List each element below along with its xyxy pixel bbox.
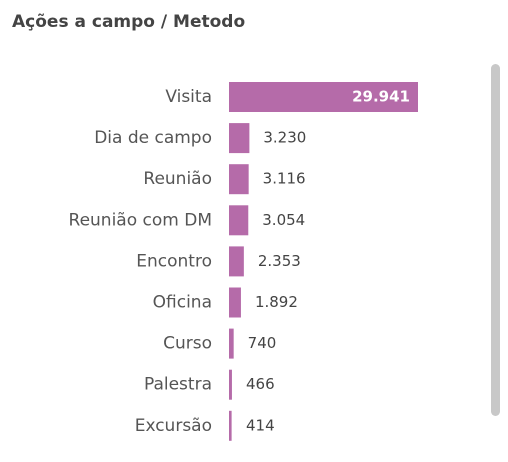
bar <box>229 287 241 318</box>
value-label: 3.230 <box>263 129 306 147</box>
value-label: 3.116 <box>263 170 306 188</box>
category-label: Excursão <box>135 416 212 436</box>
bar <box>229 369 232 400</box>
category-label: Visita <box>165 87 212 107</box>
bar <box>229 82 418 112</box>
value-label: 29.941 <box>352 88 410 106</box>
bar <box>229 410 232 441</box>
category-label: Reunião com DM <box>69 210 212 230</box>
value-label: 466 <box>246 375 275 393</box>
category-label: Reunião <box>143 169 212 189</box>
category-label: Curso <box>163 334 212 354</box>
value-label: 3.054 <box>262 211 305 229</box>
category-label: Oficina <box>153 293 212 313</box>
category-label: Encontro <box>136 251 212 271</box>
scrollbar[interactable] <box>491 64 500 416</box>
value-label: 2.353 <box>258 252 301 270</box>
bar <box>229 123 250 154</box>
value-label: 414 <box>246 416 275 434</box>
value-label: 740 <box>248 334 277 352</box>
category-label: Palestra <box>144 375 212 395</box>
bar <box>229 328 234 359</box>
category-label: Dia de campo <box>94 128 212 148</box>
bar <box>229 205 249 236</box>
chart-title: Ações a campo / Metodo <box>12 12 245 32</box>
bar <box>229 164 249 195</box>
bar <box>229 246 244 277</box>
value-label: 1.892 <box>255 293 298 311</box>
